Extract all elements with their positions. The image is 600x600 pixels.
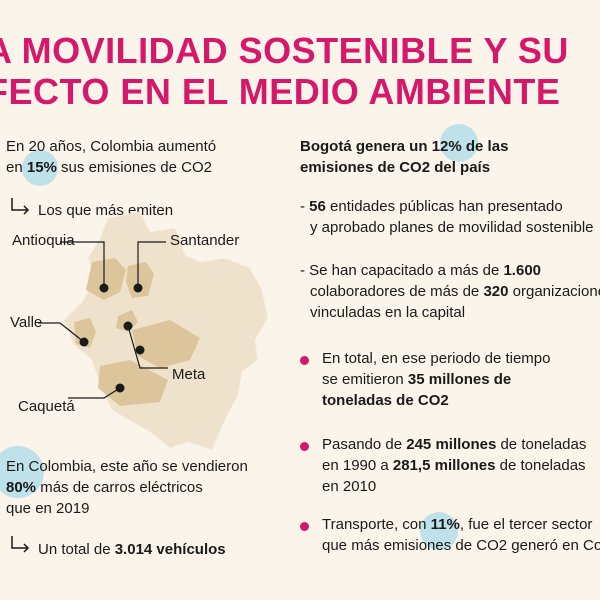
highlight-circle-12 [440,124,478,162]
vehicle-total: Un total de 3.014 vehículos [38,541,226,558]
bullet-icon-2 [300,442,309,451]
dash-item-entities: - 56 entidades públicas han presentado y… [300,196,594,238]
bullet-item-transport: Transporte, con 11%, fue el tercer secto… [322,516,600,554]
bogota-heading: Bogotá genera un 12% de las emisiones de… [300,136,508,178]
region-label-antioquia: Antioquia [12,232,75,249]
highlight-circle-11 [420,512,458,550]
region-label-meta: Meta [172,366,206,383]
bogota-heading-line-2: emisiones de CO2 del país [300,159,491,176]
bogota-heading-line-1: Bogotá genera un 12% de las [300,138,509,155]
region-santander [126,262,154,298]
bullet-item-total: En total, en ese periodo de tiempo se em… [322,350,551,409]
dot-santander [133,283,143,293]
bullet-item-growth: Pasando de 245 millones de toneladas en … [322,436,587,495]
emissions-intro-line-2: en 15% sus emisiones de CO2 [6,159,212,176]
vehicle-total-value: 3.014 vehículos [114,541,226,558]
dash-item-entities-line-2: y aprobado planes de movilidad sostenibl… [310,219,594,236]
region-antioquia [86,258,126,300]
headline-line-1: A MOVILIDAD SOSTENIBLE Y SU [0,30,569,71]
electric-cars-line-1: En Colombia, este año se vendieron [6,458,248,475]
dot-antioquia [99,283,109,293]
region-caqueta [98,360,168,406]
headline-line-2: FECTO EN EL MEDIO AMBIENTE [0,71,561,112]
highlight-circle-15 [22,150,58,186]
region-valle [74,318,96,348]
dash-item-entities-line-1: - 56 entidades públicas han presentado [300,198,563,215]
region-label-santander: Santander [170,232,240,249]
headline: A MOVILIDAD SOSTENIBLE Y SU FECTO EN EL … [0,30,569,112]
electric-cars-text: En Colombia, este año se vendieron 80% m… [6,456,248,519]
region-bogota [116,310,138,332]
electric-cars-line-3: que en 2019 [6,500,90,517]
dash-item-training-line-3: vinculadas en la capital [310,304,466,321]
leader-santander [137,241,166,288]
bullet-icon-3 [300,522,309,531]
dash-item-training: - Se han capacitado a más de 1.600 colab… [300,260,600,323]
electric-cars-line-2: 80% más de carros eléctricos [6,479,203,496]
leader-caqueta [68,387,121,399]
dot-caqueta [115,383,125,393]
dot-valle [79,337,89,347]
dash-item-training-line-2: colaboradores de más de 320 organizacion… [310,283,600,300]
region-label-caqueta: Caquetá [18,398,75,415]
leader-valle [38,322,85,343]
region-meta [132,320,200,368]
dash-item-training-line-1: - Se han capacitado a más de 1.600 [300,262,542,279]
highlight-circle-80 [0,446,44,498]
leader-bogota [127,325,168,369]
emissions-intro-line-1: En 20 años, Colombia aumentó [6,138,217,155]
dot-bogota [123,321,133,331]
corner-arrow-icon-2 [11,536,30,553]
region-label-valle: Valle [10,314,43,331]
corner-arrow-icon [11,198,30,215]
electric-cars-pct: 80% [6,479,37,496]
emissions-intro: En 20 años, Colombia aumentó en 15% sus … [6,136,216,178]
bullet-icon-1 [300,356,309,365]
dot-meta [135,345,145,355]
leader-antioquia [60,241,105,288]
emissions-pct: 15% [26,159,57,176]
colombia-map [38,211,269,451]
